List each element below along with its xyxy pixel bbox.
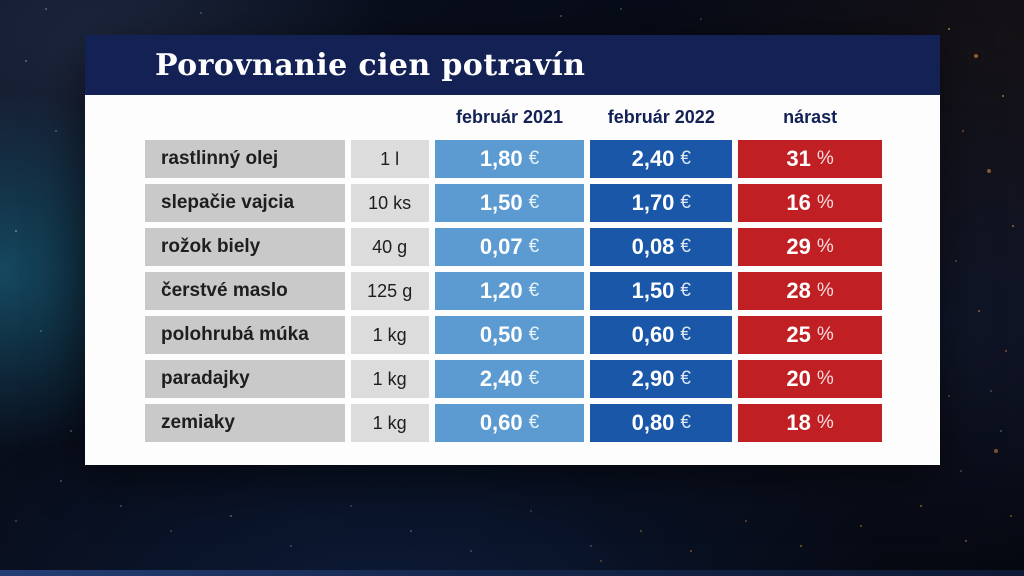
item-unit-cell: 40 g (350, 228, 429, 266)
price-value: 0,07 (479, 234, 523, 259)
percent-symbol: % (816, 192, 834, 213)
price-2022-cell: 2,90 € (590, 360, 733, 398)
table-row: polohrubá múka 1 kg 0,50 € 0,60 € 25% (145, 316, 882, 354)
table-row: rastlinný olej 1 l 1,80 € 2,40 € 31% (145, 140, 882, 178)
price-2022-cell: 1,70 € (590, 184, 733, 222)
price-value: 0,08 (631, 234, 675, 259)
item-unit-cell: 10 ks (350, 184, 429, 222)
table-row: slepačie vajcia 10 ks 1,50 € 1,70 € 16% (145, 184, 882, 222)
price-value: 0,80 (631, 410, 675, 435)
growth-cell: 18% (738, 404, 882, 442)
euro-symbol: € (680, 368, 691, 389)
growth-cell: 29% (738, 228, 882, 266)
table-row: rožok biely 40 g 0,07 € 0,08 € 29% (145, 228, 882, 266)
price-2021-cell: 1,80 € (434, 140, 585, 178)
euro-symbol: € (680, 280, 691, 301)
euro-symbol: € (680, 236, 691, 257)
table-row: čerstvé maslo 125 g 1,20 € 1,50 € 28% (145, 272, 882, 310)
column-header-narast: nárast (783, 107, 838, 127)
euro-symbol: € (680, 324, 691, 345)
column-header-feb-2022: február 2022 (607, 107, 715, 127)
price-value: 1,20 (479, 278, 523, 303)
price-value: 1,50 (479, 190, 523, 215)
item-name-cell: rastlinný olej (145, 140, 345, 178)
growth-cell: 16% (738, 184, 882, 222)
euro-symbol: € (680, 192, 691, 213)
background-orange-particles (0, 0, 2, 2)
item-name-cell: rožok biely (145, 228, 345, 266)
euro-symbol: € (680, 148, 691, 169)
euro-symbol: € (528, 324, 540, 345)
price-value: 1,70 (631, 190, 675, 215)
growth-value: 18 (786, 410, 811, 435)
item-name-cell: čerstvé maslo (145, 272, 345, 310)
price-2021-cell: 0,07 € (434, 228, 585, 266)
price-2021-cell: 1,20 € (434, 272, 585, 310)
euro-symbol: € (528, 192, 540, 213)
price-value: 1,80 (479, 146, 523, 171)
item-name-cell: paradajky (145, 360, 345, 398)
price-2022-cell: 2,40 € (590, 140, 733, 178)
price-value: 2,40 (631, 146, 675, 171)
item-name-cell: polohrubá múka (145, 316, 345, 354)
item-name-cell: slepačie vajcia (145, 184, 345, 222)
page-title: Porovnanie cien potravín (155, 47, 586, 83)
price-2022-cell: 1,50 € (590, 272, 733, 310)
price-2021-cell: 0,50 € (434, 316, 585, 354)
euro-symbol: € (528, 280, 540, 301)
item-unit-cell: 1 l (350, 140, 429, 178)
price-value: 2,90 (631, 366, 675, 391)
percent-symbol: % (816, 412, 834, 433)
price-2021-cell: 2,40 € (434, 360, 585, 398)
table-row: paradajky 1 kg 2,40 € 2,90 € 20% (145, 360, 882, 398)
price-value: 0,50 (479, 322, 523, 347)
price-table: február 2021 február 2022 nárast rastlin… (85, 95, 940, 442)
percent-symbol: % (816, 236, 834, 257)
price-2022-cell: 0,60 € (590, 316, 733, 354)
bottom-edge-strip (0, 570, 1024, 576)
euro-symbol: € (528, 412, 540, 433)
price-value: 0,60 (479, 410, 523, 435)
price-value: 1,50 (631, 278, 675, 303)
column-header-feb-2021: február 2021 (455, 107, 564, 127)
item-unit-cell: 1 kg (350, 316, 429, 354)
table-row: zemiaky 1 kg 0,60 € 0,80 € 18% (145, 404, 882, 442)
growth-value: 29 (786, 234, 811, 259)
title-bar: Porovnanie cien potravín (85, 35, 940, 95)
item-unit-cell: 1 kg (350, 404, 429, 442)
growth-cell: 25% (738, 316, 882, 354)
growth-value: 20 (786, 366, 811, 391)
item-unit-cell: 125 g (350, 272, 429, 310)
euro-symbol: € (528, 236, 540, 257)
euro-symbol: € (528, 148, 540, 169)
item-name-cell: zemiaky (145, 404, 345, 442)
euro-symbol: € (528, 368, 540, 389)
euro-symbol: € (680, 412, 691, 433)
price-2022-cell: 0,08 € (590, 228, 733, 266)
price-2022-cell: 0,80 € (590, 404, 733, 442)
percent-symbol: % (816, 324, 834, 345)
growth-value: 31 (786, 146, 811, 171)
percent-symbol: % (816, 368, 834, 389)
growth-value: 16 (786, 190, 811, 215)
percent-symbol: % (816, 148, 834, 169)
price-value: 0,60 (631, 322, 675, 347)
price-2021-cell: 1,50 € (434, 184, 585, 222)
column-header-row: február 2021 február 2022 nárast (145, 95, 882, 140)
growth-value: 25 (786, 322, 811, 347)
price-2021-cell: 0,60 € (434, 404, 585, 442)
content-panel: Porovnanie cien potravín február 2021 fe… (85, 35, 940, 465)
growth-value: 28 (786, 278, 811, 303)
item-unit-cell: 1 kg (350, 360, 429, 398)
growth-cell: 20% (738, 360, 882, 398)
price-value: 2,40 (479, 366, 523, 391)
growth-cell: 28% (738, 272, 882, 310)
growth-cell: 31% (738, 140, 882, 178)
percent-symbol: % (816, 280, 834, 301)
